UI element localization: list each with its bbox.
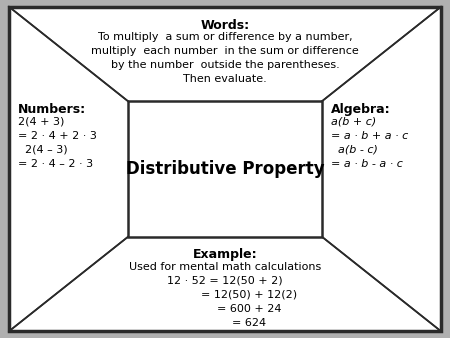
Text: a(b + c)
= a · b + a · c
  a(b - c)
= a · b - a · c: a(b + c) = a · b + a · c a(b - c) = a · …: [331, 117, 408, 169]
Text: Numbers:: Numbers:: [18, 103, 86, 116]
Text: Used for mental math calculations
12 · 52 = 12(50 + 2)
              = 12(50) + : Used for mental math calculations 12 · 5…: [129, 262, 321, 328]
Bar: [128, 101, 322, 237]
Text: Words:: Words:: [200, 19, 250, 31]
Text: Example:: Example:: [193, 248, 257, 261]
Text: To multiply  a sum or difference by a number,
multiply  each number  in the sum : To multiply a sum or difference by a num…: [91, 32, 359, 84]
Text: Distributive Property: Distributive Property: [126, 160, 324, 178]
Text: 2(4 + 3)
= 2 · 4 + 2 · 3
  2(4 – 3)
= 2 · 4 – 2 · 3: 2(4 + 3) = 2 · 4 + 2 · 3 2(4 – 3) = 2 · …: [18, 117, 97, 169]
Text: Algebra:: Algebra:: [331, 103, 391, 116]
